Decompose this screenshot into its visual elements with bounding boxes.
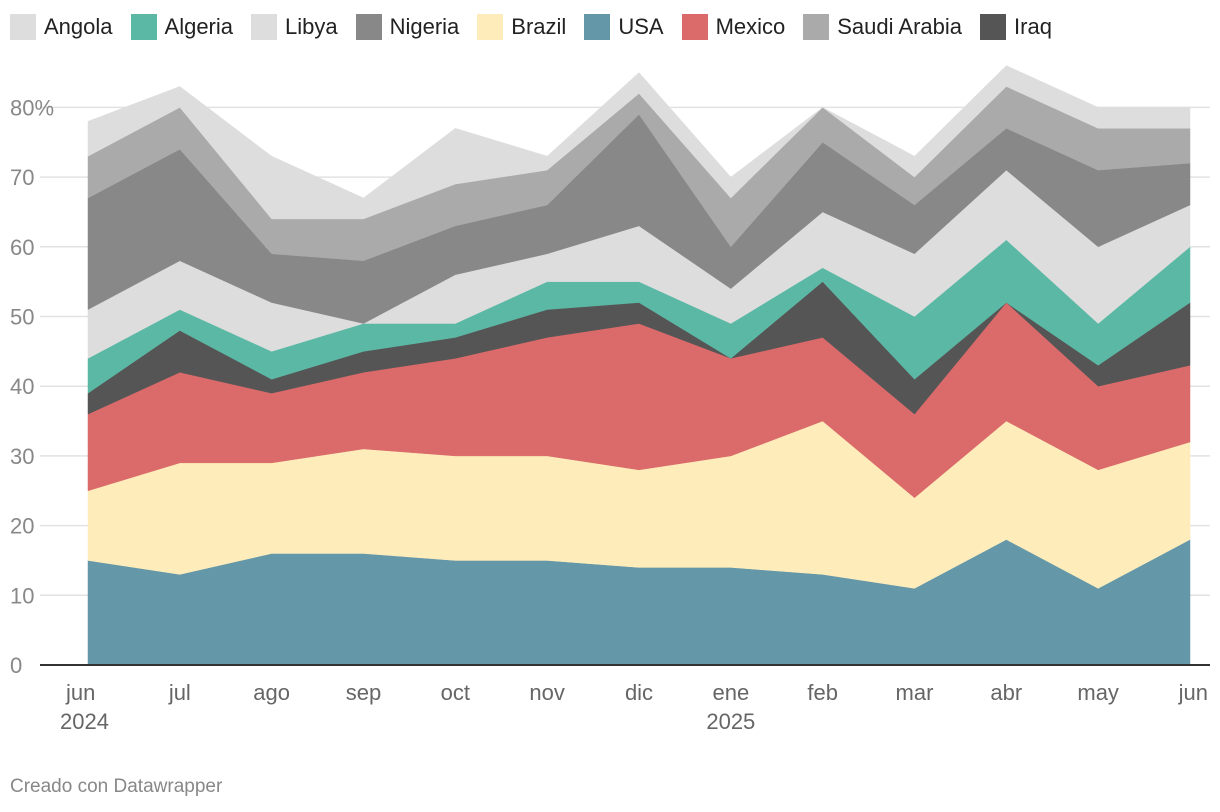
x-tick-label: nov [529, 680, 564, 705]
y-tick-label: 60 [10, 235, 34, 260]
legend-item-libya: Libya [251, 12, 338, 42]
legend-label: Mexico [715, 14, 786, 39]
legend-swatch [477, 14, 504, 40]
x-tick-label: jun [1178, 680, 1208, 705]
x-tick-label: feb [807, 680, 838, 705]
x-tick-label: sep [346, 680, 381, 705]
x-tick-label: may [1077, 680, 1119, 705]
area-angola [87, 65, 1191, 220]
x-year-label: 2025 [706, 709, 755, 734]
legend-swatch [980, 14, 1007, 40]
legend-label: Saudi Arabia [837, 14, 963, 39]
y-tick-label: 70 [10, 165, 34, 190]
y-tick-label: 20 [10, 514, 34, 539]
legend-label: USA [618, 14, 664, 39]
legend-item-angola: Angola [10, 12, 113, 42]
x-tick-label: abr [990, 680, 1022, 705]
legend-label: Iraq [1014, 14, 1052, 39]
legend-swatch [681, 14, 708, 40]
x-tick-label: ene [712, 680, 749, 705]
legend-item-iraq: Iraq [980, 12, 1052, 42]
legend-label: Nigeria [389, 14, 460, 39]
x-tick-label: jun [65, 680, 95, 705]
legend-label: Libya [285, 14, 338, 39]
y-tick-label: 30 [10, 444, 34, 469]
legend-item-nigeria: Nigeria [355, 12, 460, 42]
legend-swatch [584, 14, 611, 40]
legend-item-brazil: Brazil [477, 12, 566, 42]
x-tick-label: oct [441, 680, 470, 705]
legend-item-saudi-arabia: Saudi Arabia [803, 12, 962, 42]
y-tick-label: 0 [10, 653, 22, 678]
legend-item-usa: USA [584, 12, 664, 42]
legend-swatch [251, 14, 277, 40]
legend: Angola Algeria Libya Nigeria Brazil USA Mexico… [10, 12, 1070, 42]
legend-label: Angola [44, 14, 113, 39]
y-tick-label: 80% [10, 95, 54, 120]
legend-label: Algeria [164, 14, 233, 39]
y-tick-label: 40 [10, 374, 34, 399]
legend-item-algeria: Algeria [130, 12, 233, 42]
legend-swatch [803, 14, 830, 40]
x-year-label: 2024 [60, 709, 109, 734]
y-tick-label: 10 [10, 583, 34, 608]
legend-swatch [10, 14, 36, 40]
legend-swatch [355, 14, 382, 40]
x-tick-label: jul [168, 680, 191, 705]
x-tick-label: dic [625, 680, 653, 705]
legend-label: Brazil [511, 14, 567, 39]
legend-swatch [130, 14, 157, 40]
y-tick-label: 50 [10, 305, 34, 330]
legend-item-mexico: Mexico [681, 12, 786, 42]
x-tick-label: ago [253, 680, 290, 705]
credit-text: Creado con Datawrapper [10, 776, 223, 797]
x-tick-label: mar [896, 680, 934, 705]
